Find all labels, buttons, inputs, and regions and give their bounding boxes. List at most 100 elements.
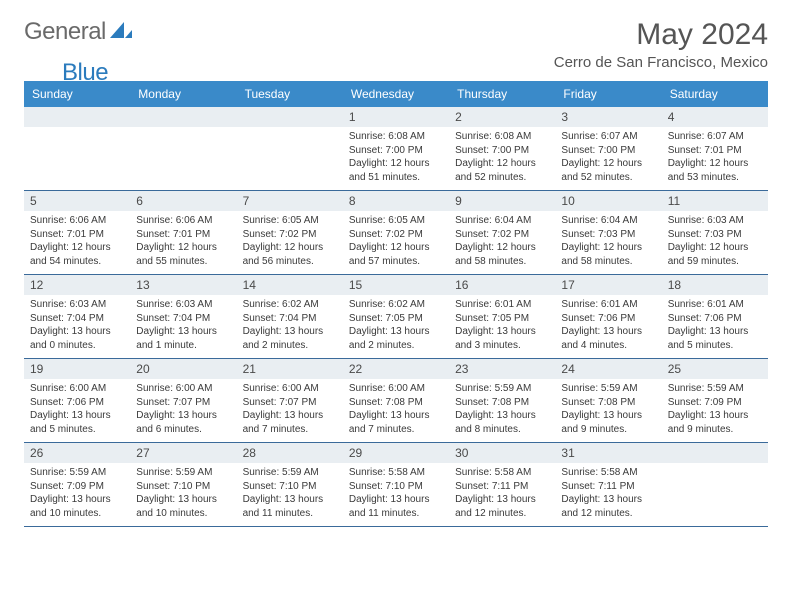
daylight-line: Daylight: 12 hours and 51 minutes. (349, 157, 443, 184)
sunrise-line: Sunrise: 6:05 AM (243, 214, 337, 228)
calendar-day-header: Thursday (449, 81, 555, 107)
calendar-week-row: 19Sunrise: 6:00 AMSunset: 7:06 PMDayligh… (24, 359, 768, 443)
calendar-day-cell: 16Sunrise: 6:01 AMSunset: 7:05 PMDayligh… (449, 275, 555, 359)
day-details: Sunrise: 6:07 AMSunset: 7:01 PMDaylight:… (662, 127, 768, 190)
day-number: 6 (130, 191, 236, 211)
sunrise-line: Sunrise: 6:08 AM (455, 130, 549, 144)
sunset-line: Sunset: 7:04 PM (30, 312, 124, 326)
sunrise-line: Sunrise: 6:04 AM (455, 214, 549, 228)
sunset-line: Sunset: 7:02 PM (455, 228, 549, 242)
sunset-line: Sunset: 7:11 PM (455, 480, 549, 494)
day-details: Sunrise: 5:59 AMSunset: 7:09 PMDaylight:… (24, 463, 130, 526)
day-details: Sunrise: 6:01 AMSunset: 7:06 PMDaylight:… (662, 295, 768, 358)
calendar-day-cell: 18Sunrise: 6:01 AMSunset: 7:06 PMDayligh… (662, 275, 768, 359)
day-details: Sunrise: 6:00 AMSunset: 7:06 PMDaylight:… (24, 379, 130, 442)
day-details: Sunrise: 5:58 AMSunset: 7:10 PMDaylight:… (343, 463, 449, 526)
day-number: 22 (343, 359, 449, 379)
day-number: 30 (449, 443, 555, 463)
day-number: 7 (237, 191, 343, 211)
day-number: 24 (555, 359, 661, 379)
sunrise-line: Sunrise: 5:59 AM (30, 466, 124, 480)
sunset-line: Sunset: 7:03 PM (668, 228, 762, 242)
daylight-line: Daylight: 12 hours and 57 minutes. (349, 241, 443, 268)
logo: General (24, 18, 134, 46)
day-details: Sunrise: 6:08 AMSunset: 7:00 PMDaylight:… (343, 127, 449, 190)
day-number: 12 (24, 275, 130, 295)
daylight-line: Daylight: 13 hours and 9 minutes. (668, 409, 762, 436)
daylight-line: Daylight: 13 hours and 0 minutes. (30, 325, 124, 352)
sunset-line: Sunset: 7:06 PM (30, 396, 124, 410)
calendar-day-cell: 23Sunrise: 5:59 AMSunset: 7:08 PMDayligh… (449, 359, 555, 443)
sunset-line: Sunset: 7:07 PM (243, 396, 337, 410)
day-details: Sunrise: 6:00 AMSunset: 7:07 PMDaylight:… (237, 379, 343, 442)
calendar-week-row: 26Sunrise: 5:59 AMSunset: 7:09 PMDayligh… (24, 443, 768, 527)
daylight-line: Daylight: 12 hours and 52 minutes. (455, 157, 549, 184)
day-number: 27 (130, 443, 236, 463)
calendar-header-row: SundayMondayTuesdayWednesdayThursdayFrid… (24, 81, 768, 107)
daylight-line: Daylight: 13 hours and 10 minutes. (30, 493, 124, 520)
day-details: Sunrise: 6:02 AMSunset: 7:04 PMDaylight:… (237, 295, 343, 358)
day-number: 14 (237, 275, 343, 295)
calendar-day-cell: 20Sunrise: 6:00 AMSunset: 7:07 PMDayligh… (130, 359, 236, 443)
empty-day-body (237, 127, 343, 185)
title-block: May 2024 Cerro de San Francisco, Mexico (554, 18, 768, 71)
calendar-day-cell: 4Sunrise: 6:07 AMSunset: 7:01 PMDaylight… (662, 107, 768, 191)
calendar-week-row: 12Sunrise: 6:03 AMSunset: 7:04 PMDayligh… (24, 275, 768, 359)
empty-day-bar (24, 107, 130, 127)
daylight-line: Daylight: 13 hours and 3 minutes. (455, 325, 549, 352)
sunrise-line: Sunrise: 6:00 AM (349, 382, 443, 396)
day-details: Sunrise: 6:04 AMSunset: 7:03 PMDaylight:… (555, 211, 661, 274)
day-number: 29 (343, 443, 449, 463)
calendar-day-cell: 17Sunrise: 6:01 AMSunset: 7:06 PMDayligh… (555, 275, 661, 359)
calendar-day-cell: 15Sunrise: 6:02 AMSunset: 7:05 PMDayligh… (343, 275, 449, 359)
day-number: 26 (24, 443, 130, 463)
empty-day-bar (237, 107, 343, 127)
location-text: Cerro de San Francisco, Mexico (554, 54, 768, 71)
daylight-line: Daylight: 13 hours and 11 minutes. (243, 493, 337, 520)
calendar-day-cell: 25Sunrise: 5:59 AMSunset: 7:09 PMDayligh… (662, 359, 768, 443)
sunrise-line: Sunrise: 5:58 AM (455, 466, 549, 480)
calendar-day-cell: 27Sunrise: 5:59 AMSunset: 7:10 PMDayligh… (130, 443, 236, 527)
logo-text-general: General (24, 18, 106, 46)
sunset-line: Sunset: 7:10 PM (136, 480, 230, 494)
calendar-day-cell (237, 107, 343, 191)
calendar-day-header: Monday (130, 81, 236, 107)
sunrise-line: Sunrise: 5:59 AM (668, 382, 762, 396)
calendar-week-row: 5Sunrise: 6:06 AMSunset: 7:01 PMDaylight… (24, 191, 768, 275)
day-details: Sunrise: 6:01 AMSunset: 7:05 PMDaylight:… (449, 295, 555, 358)
day-details: Sunrise: 6:01 AMSunset: 7:06 PMDaylight:… (555, 295, 661, 358)
sunset-line: Sunset: 7:00 PM (561, 144, 655, 158)
day-number: 9 (449, 191, 555, 211)
sunrise-line: Sunrise: 5:59 AM (243, 466, 337, 480)
day-number: 10 (555, 191, 661, 211)
calendar-day-cell (24, 107, 130, 191)
calendar-week-row: 1Sunrise: 6:08 AMSunset: 7:00 PMDaylight… (24, 107, 768, 191)
logo-sail-icon (110, 20, 132, 45)
day-details: Sunrise: 6:06 AMSunset: 7:01 PMDaylight:… (130, 211, 236, 274)
day-details: Sunrise: 6:03 AMSunset: 7:03 PMDaylight:… (662, 211, 768, 274)
day-details: Sunrise: 6:00 AMSunset: 7:07 PMDaylight:… (130, 379, 236, 442)
day-details: Sunrise: 5:59 AMSunset: 7:09 PMDaylight:… (662, 379, 768, 442)
sunrise-line: Sunrise: 6:07 AM (668, 130, 762, 144)
calendar-day-cell: 28Sunrise: 5:59 AMSunset: 7:10 PMDayligh… (237, 443, 343, 527)
calendar-table: SundayMondayTuesdayWednesdayThursdayFrid… (24, 81, 768, 527)
day-details: Sunrise: 5:59 AMSunset: 7:10 PMDaylight:… (130, 463, 236, 526)
calendar-day-cell: 13Sunrise: 6:03 AMSunset: 7:04 PMDayligh… (130, 275, 236, 359)
sunset-line: Sunset: 7:01 PM (30, 228, 124, 242)
sunset-line: Sunset: 7:08 PM (349, 396, 443, 410)
sunset-line: Sunset: 7:00 PM (455, 144, 549, 158)
day-details: Sunrise: 6:08 AMSunset: 7:00 PMDaylight:… (449, 127, 555, 190)
day-number: 18 (662, 275, 768, 295)
day-details: Sunrise: 6:03 AMSunset: 7:04 PMDaylight:… (130, 295, 236, 358)
sunset-line: Sunset: 7:10 PM (243, 480, 337, 494)
sunset-line: Sunset: 7:02 PM (243, 228, 337, 242)
sunrise-line: Sunrise: 6:04 AM (561, 214, 655, 228)
sunrise-line: Sunrise: 6:08 AM (349, 130, 443, 144)
sunset-line: Sunset: 7:11 PM (561, 480, 655, 494)
day-details: Sunrise: 5:59 AMSunset: 7:10 PMDaylight:… (237, 463, 343, 526)
calendar-page: General May 2024 Cerro de San Francisco,… (0, 0, 792, 545)
calendar-day-header: Wednesday (343, 81, 449, 107)
sunset-line: Sunset: 7:09 PM (30, 480, 124, 494)
calendar-day-cell: 31Sunrise: 5:58 AMSunset: 7:11 PMDayligh… (555, 443, 661, 527)
calendar-day-cell: 12Sunrise: 6:03 AMSunset: 7:04 PMDayligh… (24, 275, 130, 359)
